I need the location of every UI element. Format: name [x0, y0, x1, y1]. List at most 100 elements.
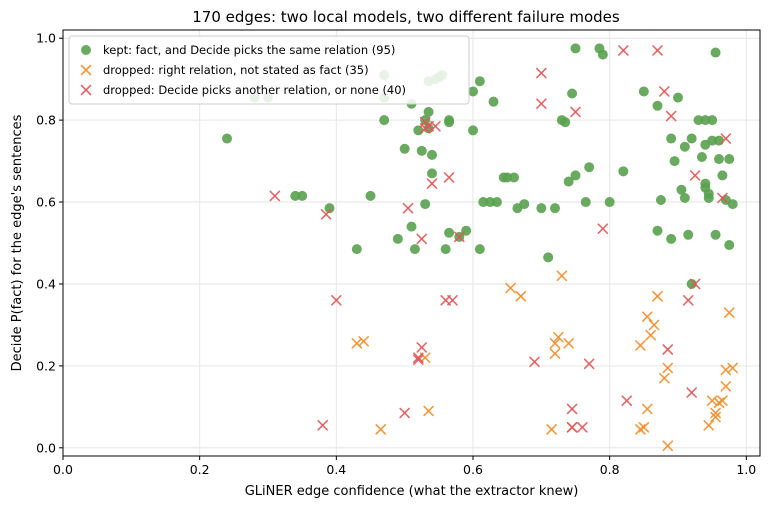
data-point-series-0	[714, 135, 724, 146]
data-point-series-0	[297, 190, 308, 201]
data-point-series-2	[717, 192, 728, 204]
axis-ticks: 0.0 0.2 0.4 0.6 0.8 1.0 0.0 0.2 0.4 0.6 0.8 1.0	[36, 31, 756, 477]
data-point-series-1	[662, 440, 674, 452]
data-point-series-0	[560, 117, 571, 128]
data-points	[222, 43, 738, 452]
y-tick-label: 1.0	[36, 31, 56, 46]
x-tick-label: 0.2	[190, 462, 210, 477]
data-point-series-0	[444, 227, 455, 238]
data-point-series-0	[714, 154, 724, 165]
data-point-series-2	[662, 344, 674, 355]
data-point-series-0	[488, 96, 499, 107]
data-point-series-0	[290, 190, 301, 201]
data-point-series-2	[331, 295, 342, 306]
data-point-series-0	[673, 92, 683, 103]
data-point-series-1	[563, 338, 574, 349]
data-point-series-0	[679, 192, 690, 203]
data-point-series-1	[720, 364, 732, 376]
data-point-series-2	[689, 170, 701, 181]
legend-box	[68, 35, 470, 105]
data-point-series-2	[659, 86, 670, 97]
data-point-series-1	[652, 290, 663, 302]
data-point-series-0	[468, 125, 478, 136]
data-point-series-1	[358, 336, 369, 347]
data-point-series-0	[399, 143, 410, 154]
data-point-series-1	[662, 362, 674, 374]
data-point-series-0	[379, 115, 390, 126]
data-point-series-1	[706, 395, 718, 407]
data-point-series-0	[563, 176, 574, 187]
data-point-series-1	[549, 348, 561, 359]
y-tick-label: 0.2	[36, 358, 56, 373]
data-point-series-2	[536, 98, 547, 110]
data-point-series-2	[665, 110, 677, 122]
data-point-series-0	[474, 244, 485, 255]
data-point-series-0	[570, 170, 581, 181]
data-point-series-0	[652, 225, 663, 236]
data-point-series-1	[505, 282, 516, 294]
x-tick-label: 1.0	[736, 462, 756, 477]
y-tick-label: 0.4	[36, 276, 56, 291]
x-tick-label: 0.0	[53, 462, 73, 477]
data-point-series-0	[580, 197, 591, 208]
data-point-series-1	[556, 270, 568, 282]
x-axis-label: GLiNER edge confidence (what the extract…	[245, 484, 579, 499]
data-point-series-0	[666, 133, 677, 144]
data-point-series-0	[717, 170, 728, 181]
data-point-series-0	[710, 229, 721, 240]
data-point-series-1	[710, 407, 721, 419]
data-point-series-0	[679, 141, 690, 152]
legend-label: kept: fact, and Decide picks the same re…	[103, 43, 395, 57]
data-point-series-0	[485, 197, 496, 208]
data-point-series-0	[409, 244, 420, 255]
data-point-series-2	[682, 295, 694, 306]
data-point-series-0	[406, 221, 417, 232]
data-point-series-2	[652, 45, 663, 56]
chart-title: 170 edges: two local models, two differe…	[192, 8, 620, 26]
y-tick-label: 0.0	[36, 440, 56, 455]
legend-label: dropped: right relation, not stated as f…	[103, 63, 369, 77]
data-point-series-1	[351, 338, 363, 349]
y-tick-label: 0.8	[36, 113, 56, 128]
data-point-series-0	[324, 203, 335, 214]
data-point-series-0	[222, 133, 232, 144]
data-point-series-0	[478, 197, 489, 208]
data-point-series-1	[638, 422, 650, 433]
data-point-series-2	[317, 419, 328, 431]
data-point-series-2	[443, 172, 455, 183]
data-point-series-0	[567, 88, 578, 99]
data-point-series-2	[430, 120, 441, 132]
data-point-series-1	[703, 419, 715, 431]
data-point-series-0	[392, 233, 403, 244]
y-tick-label: 0.6	[36, 195, 56, 210]
data-point-series-0	[365, 190, 376, 201]
data-point-series-2	[570, 106, 581, 118]
data-point-series-1	[549, 338, 561, 349]
data-point-series-0	[676, 184, 687, 195]
data-point-series-2	[399, 407, 410, 419]
data-point-series-0	[710, 47, 721, 58]
data-point-series-0	[727, 199, 738, 210]
data-point-series-0	[543, 252, 554, 263]
data-point-series-2	[621, 395, 633, 407]
data-point-series-0	[423, 106, 434, 117]
data-point-series-2	[618, 45, 629, 56]
data-point-series-1	[710, 411, 721, 423]
data-point-series-2	[583, 358, 595, 370]
data-point-series-1	[727, 362, 738, 374]
data-point-series-0	[700, 115, 711, 126]
legend-marker	[80, 64, 92, 76]
data-point-series-2	[597, 223, 609, 234]
data-point-series-1	[723, 307, 735, 318]
data-point-series-0	[536, 203, 547, 214]
data-point-series-0	[502, 172, 513, 183]
data-point-series-0	[655, 194, 666, 205]
data-point-series-1	[720, 381, 732, 392]
data-point-series-1	[635, 340, 646, 351]
data-point-series-2	[529, 356, 540, 368]
legend-marker	[81, 45, 91, 55]
plot-frame	[62, 29, 761, 457]
data-point-series-0	[474, 76, 485, 87]
data-point-series-0	[519, 199, 530, 210]
